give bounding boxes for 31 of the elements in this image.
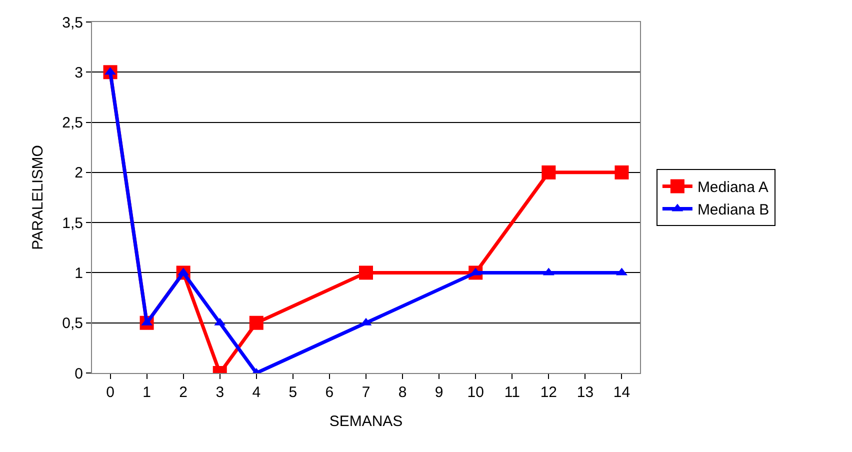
x-tick-label: 1 [142,384,151,401]
x-tick-label: 2 [179,384,188,401]
legend-label: Mediana B [697,202,770,219]
y-axis-title: PARALELISMO [29,145,46,250]
point [542,165,556,180]
x-tick-label: 12 [540,384,558,401]
x-tick-label: 0 [106,384,114,401]
x-tick-label: 8 [398,384,407,401]
x-tick-label: 13 [576,384,594,401]
y-tick-label: 0,5 [62,315,83,332]
x-tick-label: 4 [252,384,261,401]
y-tick-label: 2 [74,164,83,182]
y-tick-label: 1,5 [62,214,83,232]
x-tick-label: 10 [467,384,484,401]
point [359,266,373,280]
x-axis-title: SEMANAS [329,413,403,430]
x-tick-label: 3 [216,384,224,401]
y-tick-label: 3 [74,64,83,82]
x-tick-label: 5 [288,384,298,401]
point [614,165,629,180]
y-tick-label: 3,5 [62,14,83,32]
legend-label: Mediana A [697,179,768,196]
x-tick-label: 6 [325,384,334,401]
x-tick-label: 7 [362,384,370,401]
x-tick-label: 11 [504,384,520,401]
point [249,316,264,330]
y-tick-label: 2,5 [62,114,83,132]
x-tick-label: 9 [434,384,444,401]
y-tick-label: 0 [74,365,83,382]
y-tick-label: 1 [74,264,83,282]
x-tick-label: 14 [613,384,630,401]
